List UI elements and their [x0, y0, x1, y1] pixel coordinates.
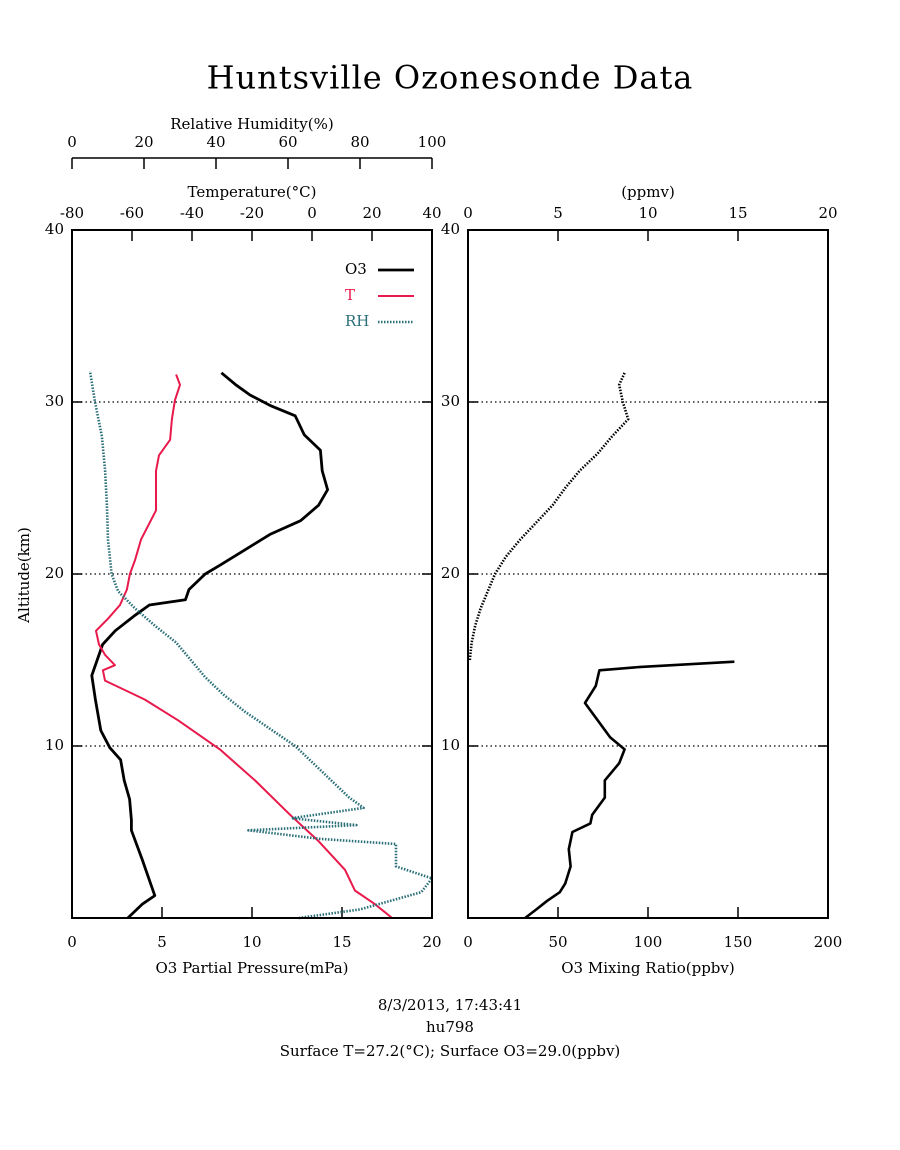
x-tick-label: 15 [728, 204, 747, 222]
x-tick-label: 40 [206, 133, 225, 151]
profile-line [468, 372, 630, 661]
plot-frame [71, 229, 433, 919]
y-axis-title: Altitude(km) [15, 527, 33, 624]
x-tick-label: 150 [724, 933, 753, 951]
footer-line: 8/3/2013, 17:43:41 [378, 996, 522, 1014]
y-tick-label: 10 [45, 736, 64, 754]
x-tick-label: -20 [240, 204, 264, 222]
x-axis-title: Relative Humidity(%) [170, 115, 333, 133]
legend-label: T [345, 286, 355, 304]
plot-frame [467, 229, 829, 919]
x-tick-label: 50 [548, 933, 567, 951]
y-tick-label: 40 [45, 220, 64, 238]
y-tick-label: 20 [45, 564, 64, 582]
x-tick-label: 200 [814, 933, 843, 951]
x-tick-label: 5 [157, 933, 167, 951]
x-tick-label: 0 [67, 133, 77, 151]
x-tick-label: 0 [463, 204, 473, 222]
x-tick-label: 60 [278, 133, 297, 151]
x-tick-label: 20 [362, 204, 381, 222]
x-axis-title: Temperature(°C) [188, 183, 317, 201]
chart-title: Huntsville Ozonesonde Data [207, 59, 694, 97]
y-tick-label: 10 [441, 736, 460, 754]
legend-label: RH [345, 312, 369, 330]
y-tick-label: 20 [441, 564, 460, 582]
x-tick-label: 100 [634, 933, 663, 951]
x-tick-label: 0 [67, 933, 77, 951]
x-tick-label: 10 [242, 933, 261, 951]
x-tick-label: 0 [463, 933, 473, 951]
footer-line: Surface T=27.2(°C); Surface O3=29.0(ppbv… [280, 1042, 621, 1060]
legend-label: O3 [345, 260, 367, 278]
y-tick-label: 30 [45, 392, 64, 410]
x-tick-label: 0 [307, 204, 317, 222]
y-tick-label: 30 [441, 392, 460, 410]
x-tick-label: 100 [418, 133, 447, 151]
x-tick-label: -80 [60, 204, 84, 222]
x-tick-label: 15 [332, 933, 351, 951]
x-axis-title: O3 Mixing Ratio(ppbv) [561, 959, 734, 977]
x-axis-title: O3 Partial Pressure(mPa) [155, 959, 348, 977]
x-tick-label: 40 [422, 204, 441, 222]
x-tick-label: 80 [350, 133, 369, 151]
profile-line [90, 371, 329, 920]
x-tick-label: -40 [180, 204, 204, 222]
profile-line [95, 374, 393, 919]
profile-line [524, 660, 735, 920]
footer-line: hu798 [426, 1018, 474, 1036]
x-tick-label: -60 [120, 204, 144, 222]
x-tick-label: 20 [818, 204, 837, 222]
x-axis-title: (ppmv) [621, 183, 675, 201]
profile-line [88, 370, 434, 920]
x-tick-label: 20 [134, 133, 153, 151]
y-tick-label: 40 [441, 220, 460, 238]
x-tick-label: 5 [553, 204, 563, 222]
x-tick-label: 20 [422, 933, 441, 951]
x-tick-label: 10 [638, 204, 657, 222]
